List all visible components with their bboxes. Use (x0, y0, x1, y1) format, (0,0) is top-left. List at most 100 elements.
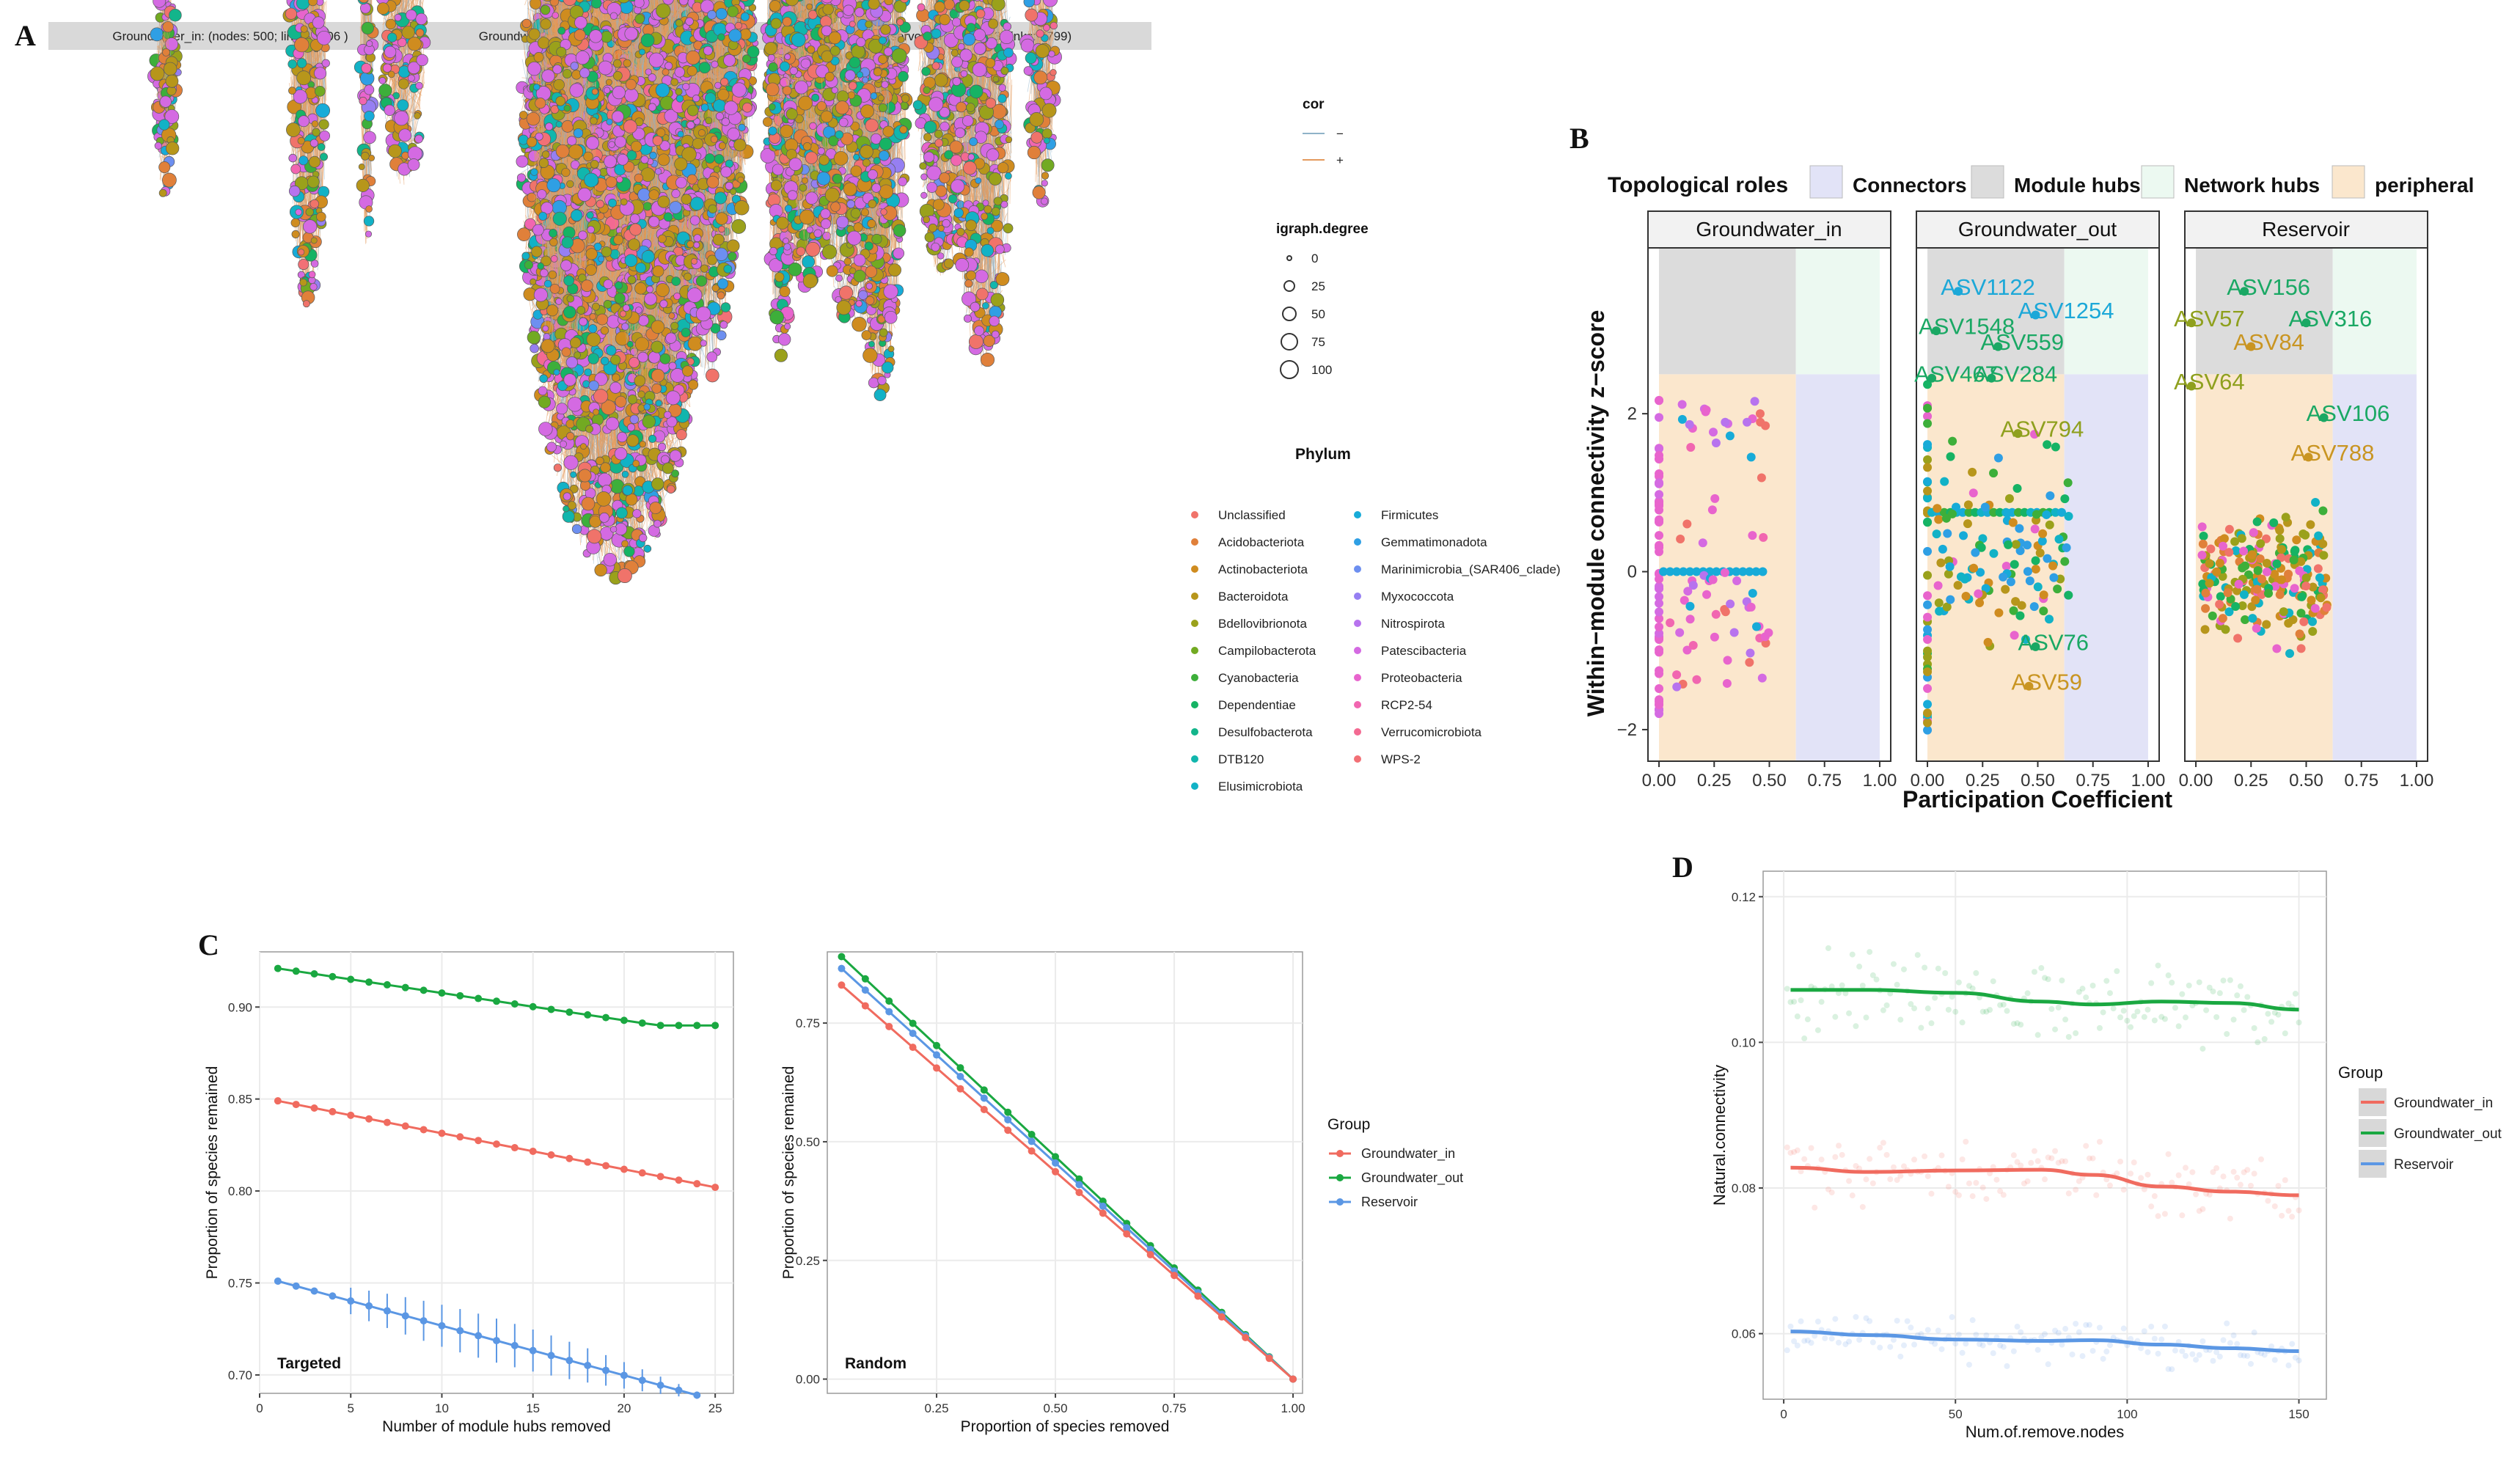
network-node (288, 87, 296, 95)
network-node (316, 103, 330, 117)
network-node (408, 37, 422, 51)
network-node (162, 173, 176, 187)
network-node (298, 249, 304, 255)
network-node (303, 301, 309, 307)
network-node (415, 135, 423, 143)
network-node (320, 131, 330, 141)
network-node (159, 120, 169, 130)
network-node (395, 14, 401, 21)
network-node (364, 216, 374, 227)
network-node (292, 230, 299, 238)
network-node (312, 128, 321, 136)
network-node (388, 71, 395, 78)
network-node (315, 86, 325, 96)
network-node (383, 64, 391, 72)
network-node (291, 164, 301, 174)
network-node (384, 46, 396, 58)
network-node (417, 54, 428, 66)
network-node (318, 143, 325, 150)
network-node (295, 37, 309, 52)
network-node (289, 186, 300, 197)
network-node (406, 10, 417, 21)
network-node (398, 78, 409, 89)
network-node (298, 259, 309, 269)
network-node (297, 59, 307, 68)
network-node (297, 71, 311, 85)
network-node (291, 219, 300, 227)
network-node (159, 189, 166, 197)
network-node (395, 111, 409, 125)
network-node (367, 40, 373, 46)
network-node (778, 333, 791, 345)
network-node (364, 131, 376, 144)
network-node (414, 112, 421, 119)
network-cluster-gw-in (283, 0, 331, 307)
network-node (301, 26, 307, 32)
network-node (359, 97, 367, 105)
network-node (408, 75, 414, 81)
network-graphs (147, 0, 1061, 584)
network-node (289, 154, 297, 162)
network-node (416, 82, 423, 89)
network-node (384, 105, 395, 116)
network-node (770, 310, 784, 324)
network-node (398, 100, 409, 111)
network-node (317, 31, 331, 45)
network-node (159, 161, 170, 172)
network-node (362, 63, 371, 73)
network-node (316, 0, 323, 6)
network-node (360, 3, 370, 13)
network-node (310, 199, 319, 208)
network-node (774, 349, 787, 362)
network-node (164, 62, 177, 76)
network-node (155, 142, 162, 150)
network-node (309, 156, 320, 167)
network-node (306, 208, 314, 216)
network-node (150, 28, 164, 41)
network-node (775, 273, 784, 282)
network-node (166, 142, 179, 155)
network-node (286, 123, 300, 137)
network-node (288, 59, 297, 68)
network-node (317, 212, 326, 221)
network-node (408, 147, 422, 161)
network-node (780, 286, 790, 296)
network-node (311, 238, 317, 243)
network-node (365, 231, 371, 237)
network-node (296, 209, 302, 216)
network-node (163, 21, 174, 32)
network-node (169, 9, 182, 21)
network-node (399, 129, 411, 142)
network-node (416, 29, 424, 37)
network-node (299, 156, 308, 165)
network-node (763, 117, 772, 127)
network-node (379, 77, 386, 84)
network-node (379, 84, 392, 98)
network-node (319, 120, 329, 129)
network-node (366, 206, 373, 213)
network-node (361, 152, 369, 160)
network-node (307, 176, 319, 188)
network-node (310, 139, 318, 147)
network-node (162, 48, 169, 56)
network-node (312, 17, 324, 29)
network-node (298, 137, 304, 144)
network-node (298, 116, 309, 127)
network-node (150, 67, 164, 81)
network-node (359, 164, 365, 169)
network-node (309, 271, 315, 278)
network-node (369, 155, 375, 161)
network-node (160, 96, 172, 108)
network-node (310, 283, 318, 290)
network-node (166, 75, 178, 87)
network-node (312, 121, 318, 128)
network-node (402, 26, 414, 39)
network-node (356, 179, 369, 191)
network-node (285, 8, 296, 19)
network-node (389, 144, 402, 158)
panel-a-label: A (15, 19, 36, 52)
network-node (303, 220, 317, 234)
network-node (784, 323, 790, 329)
network-node (365, 85, 374, 95)
